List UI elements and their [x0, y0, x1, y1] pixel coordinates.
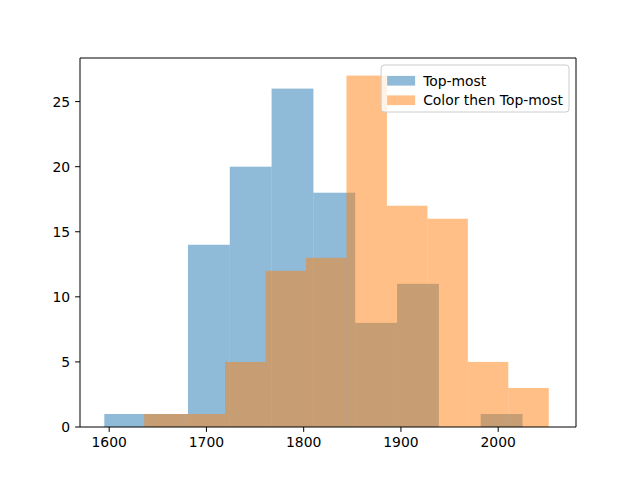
plot-area: [80, 58, 576, 427]
x-tick: [303, 427, 304, 432]
y-tick-label: 20: [53, 159, 71, 175]
axis-spine: [576, 58, 577, 427]
legend-patch: [387, 95, 415, 105]
x-tick: [400, 427, 401, 432]
y-tick: [75, 231, 80, 232]
y-tick-label: 5: [61, 354, 70, 370]
y-tick: [75, 296, 80, 297]
y-tick: [75, 361, 80, 362]
chart: 1600 1700 1800 1900 2000 0 5 10 15 20 25 Top-most Co…: [0, 0, 640, 480]
x-tick-label: 2000: [481, 434, 516, 450]
y-tick: [75, 101, 80, 102]
axis-spine: [80, 58, 576, 59]
x-tick: [109, 427, 110, 432]
axis-spine: [80, 427, 576, 428]
y-tick-label: 0: [61, 419, 70, 435]
x-tick: [206, 427, 207, 432]
histogram-bar: [266, 271, 306, 427]
y-tick-label: 25: [53, 94, 71, 110]
axis-spine: [80, 58, 81, 427]
histogram-bar: [225, 362, 265, 427]
x-tick-label: 1800: [286, 434, 321, 450]
histogram-bar: [387, 206, 427, 427]
x-tick-label: 1900: [383, 434, 418, 450]
legend-patch: [387, 76, 415, 86]
y-tick-label: 15: [53, 224, 71, 240]
x-tick-label: 1600: [91, 434, 126, 450]
legend: Top-most Color then Top-most: [381, 65, 569, 112]
histogram-bar: [144, 414, 184, 427]
histogram-bar: [104, 414, 146, 427]
y-tick: [75, 166, 80, 167]
legend-frame: [381, 65, 569, 112]
legend-label: Top-most: [422, 73, 487, 89]
bars: [104, 76, 548, 427]
histogram-bar: [185, 414, 225, 427]
background: [0, 0, 640, 480]
x-tick-label: 1700: [189, 434, 224, 450]
histogram-bar: [427, 219, 467, 427]
histogram-bar: [508, 388, 548, 427]
x-tick: [498, 427, 499, 432]
y-tick: [75, 427, 80, 428]
histogram-bar: [306, 258, 346, 427]
y-tick-label: 10: [53, 289, 71, 305]
histogram-bar: [468, 362, 508, 427]
histogram-bar: [188, 245, 230, 427]
legend-label: Color then Top-most: [423, 92, 563, 108]
histogram-bar: [346, 76, 386, 427]
